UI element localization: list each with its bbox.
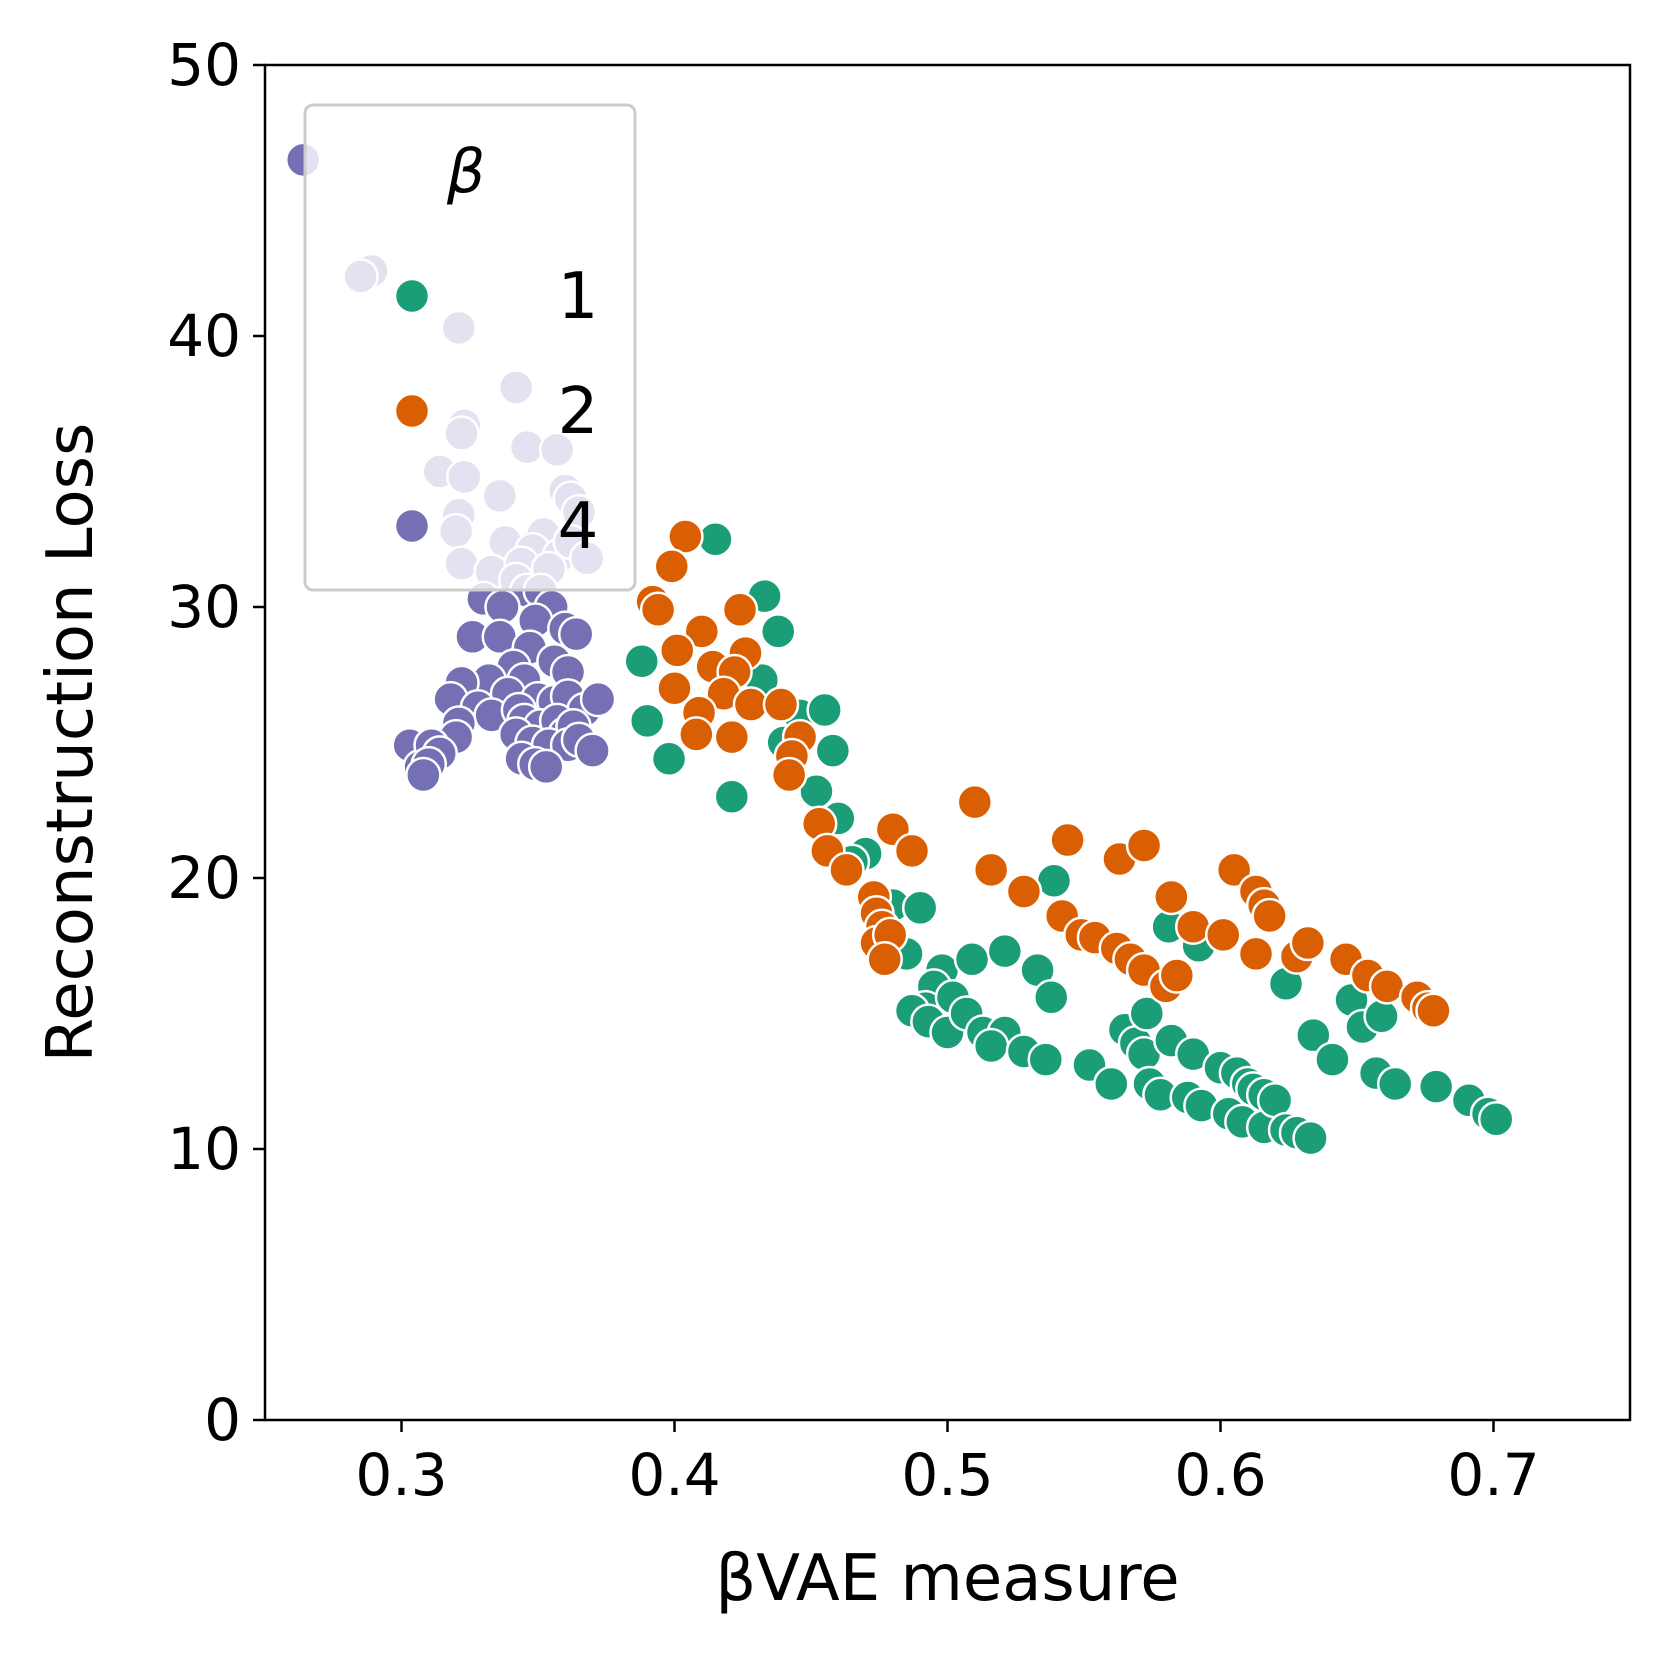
y-tick-label: 20 bbox=[167, 844, 241, 912]
data-point bbox=[1204, 916, 1242, 954]
data-point bbox=[953, 941, 991, 978]
data-point bbox=[759, 613, 797, 650]
legend-marker bbox=[393, 507, 431, 545]
legend-label: 1 bbox=[558, 260, 599, 334]
data-point bbox=[1363, 997, 1400, 1035]
data-point bbox=[1376, 1065, 1414, 1103]
data-point bbox=[1174, 908, 1212, 946]
data-point bbox=[527, 748, 565, 786]
data-point bbox=[1295, 1016, 1332, 1054]
y-tick-label: 50 bbox=[167, 31, 241, 99]
data-point bbox=[713, 778, 751, 815]
data-point bbox=[1153, 878, 1190, 916]
data-point bbox=[574, 732, 611, 769]
data-point bbox=[986, 932, 1024, 970]
data-point bbox=[806, 691, 843, 729]
data-point bbox=[678, 716, 715, 753]
x-tick-label: 0.5 bbox=[901, 1441, 993, 1509]
data-point bbox=[1027, 1041, 1065, 1078]
y-tick-label: 0 bbox=[204, 1386, 241, 1454]
data-point bbox=[656, 670, 693, 707]
data-point bbox=[639, 591, 677, 628]
legend-label: 2 bbox=[558, 375, 599, 449]
ticks-layer: 0.3 0.4 0.5 0.6 0.7 0 10 20 30 40 50 bbox=[167, 31, 1539, 1509]
y-tick-label: 40 bbox=[167, 302, 241, 370]
data-point bbox=[814, 732, 852, 769]
data-point bbox=[770, 756, 808, 794]
data-point bbox=[1049, 821, 1086, 859]
data-point bbox=[1292, 1119, 1329, 1157]
data-point bbox=[1032, 978, 1070, 1016]
data-point bbox=[1251, 897, 1288, 935]
data-point bbox=[623, 642, 660, 680]
data-point bbox=[653, 548, 691, 585]
x-tick-label: 0.6 bbox=[1174, 1441, 1266, 1509]
data-point bbox=[893, 832, 931, 870]
data-point bbox=[557, 615, 595, 653]
data-point bbox=[956, 783, 994, 821]
data-point bbox=[828, 851, 865, 889]
data-point bbox=[1417, 1068, 1455, 1105]
x-tick-label: 0.3 bbox=[355, 1441, 447, 1509]
data-point bbox=[1314, 1041, 1351, 1078]
data-point bbox=[658, 632, 696, 669]
x-axis-label: βVAE measure bbox=[715, 1542, 1179, 1616]
legend-box bbox=[303, 103, 637, 592]
legend-items: 1 2 4 bbox=[393, 260, 599, 564]
data-point bbox=[1093, 1065, 1130, 1103]
legend-marker bbox=[393, 392, 431, 430]
legend-title: β bbox=[446, 137, 485, 207]
x-tick-label: 0.4 bbox=[628, 1441, 720, 1509]
data-point bbox=[901, 889, 939, 927]
data-point bbox=[1158, 957, 1196, 994]
x-tick-label: 0.7 bbox=[1447, 1441, 1539, 1509]
data-point bbox=[667, 518, 704, 555]
y-axis-label: Reconstruction Loss bbox=[34, 423, 108, 1063]
data-point bbox=[1125, 827, 1163, 864]
data-point bbox=[1128, 995, 1166, 1032]
data-point bbox=[405, 756, 442, 794]
data-point bbox=[762, 686, 800, 723]
data-point bbox=[697, 521, 734, 558]
data-point bbox=[683, 613, 721, 650]
data-point bbox=[1415, 992, 1452, 1030]
data-point bbox=[1237, 935, 1275, 973]
data-point bbox=[721, 591, 759, 628]
data-point bbox=[1477, 1100, 1515, 1138]
data-point bbox=[713, 718, 751, 756]
legend-marker bbox=[393, 277, 431, 315]
legend-label: 4 bbox=[558, 490, 599, 564]
data-point bbox=[579, 680, 617, 718]
data-point bbox=[1289, 924, 1327, 962]
data-point bbox=[972, 1027, 1010, 1065]
legend: β 1 2 4 bbox=[303, 103, 637, 592]
data-point bbox=[628, 702, 666, 740]
data-point bbox=[972, 851, 1010, 889]
data-point bbox=[1215, 851, 1253, 889]
data-point bbox=[650, 740, 688, 778]
y-tick-label: 10 bbox=[167, 1115, 241, 1183]
y-tick-label: 30 bbox=[167, 573, 241, 641]
data-point bbox=[866, 941, 903, 978]
data-point bbox=[1005, 873, 1043, 910]
